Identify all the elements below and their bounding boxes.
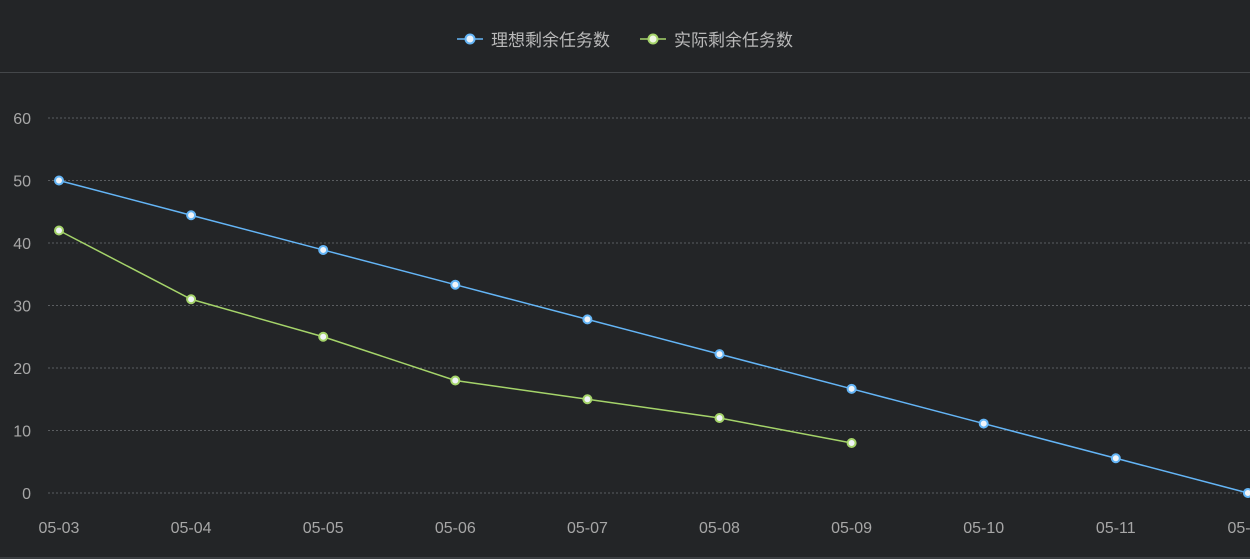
data-point[interactable] — [714, 413, 725, 423]
data-point[interactable] — [186, 210, 197, 221]
data-point[interactable] — [318, 331, 329, 342]
x-tick-label: 05-12 — [1227, 520, 1250, 537]
data-point[interactable] — [846, 438, 857, 448]
legend-label-actual: 实际剩余任务数 — [674, 31, 793, 51]
header-divider — [0, 72, 1250, 73]
x-tick-label: 05-04 — [171, 520, 212, 537]
x-tick-label: 05-11 — [1096, 520, 1136, 537]
y-tick-label: 60 — [13, 111, 31, 128]
data-point[interactable] — [978, 418, 989, 429]
series-line-0 — [58, 179, 1249, 494]
legend-marker-actual-icon — [640, 33, 666, 44]
y-tick-label: 10 — [13, 424, 31, 441]
data-point[interactable] — [582, 314, 593, 325]
data-point[interactable] — [714, 349, 725, 360]
data-point[interactable] — [450, 375, 461, 386]
data-point[interactable] — [54, 225, 64, 236]
y-tick-label: 40 — [13, 236, 31, 253]
legend-marker-ideal-icon — [457, 33, 483, 44]
legend-item-ideal[interactable]: 理想剩余任务数 — [457, 26, 610, 51]
data-point[interactable] — [450, 279, 461, 290]
data-point[interactable] — [1110, 453, 1121, 464]
legend-label-ideal: 理想剩余任务数 — [491, 31, 610, 51]
x-tick-label: 05-08 — [699, 520, 740, 537]
data-point[interactable] — [318, 244, 329, 255]
y-tick-label: 30 — [13, 299, 31, 316]
y-tick-label: 0 — [22, 486, 31, 503]
chart-legend: 理想剩余任务数 实际剩余任务数 — [0, 26, 1250, 51]
x-tick-label: 05-09 — [831, 520, 872, 537]
data-point[interactable] — [582, 394, 593, 405]
x-tick-label: 05-10 — [963, 520, 1004, 537]
y-tick-label: 50 — [13, 174, 31, 191]
x-tick-label: 05-06 — [435, 520, 476, 537]
x-tick-label: 05-05 — [303, 520, 344, 537]
x-tick-label: 05-03 — [39, 520, 80, 537]
y-tick-label: 20 — [13, 361, 31, 378]
data-point[interactable] — [54, 175, 64, 186]
bottom-scrollbar[interactable] — [0, 557, 1250, 559]
x-tick-label: 05-07 — [567, 520, 608, 537]
data-point[interactable] — [1242, 488, 1250, 498]
series-line-1 — [58, 229, 852, 444]
data-point[interactable] — [846, 383, 857, 394]
data-point[interactable] — [186, 294, 197, 305]
legend-item-actual[interactable]: 实际剩余任务数 — [640, 26, 793, 51]
